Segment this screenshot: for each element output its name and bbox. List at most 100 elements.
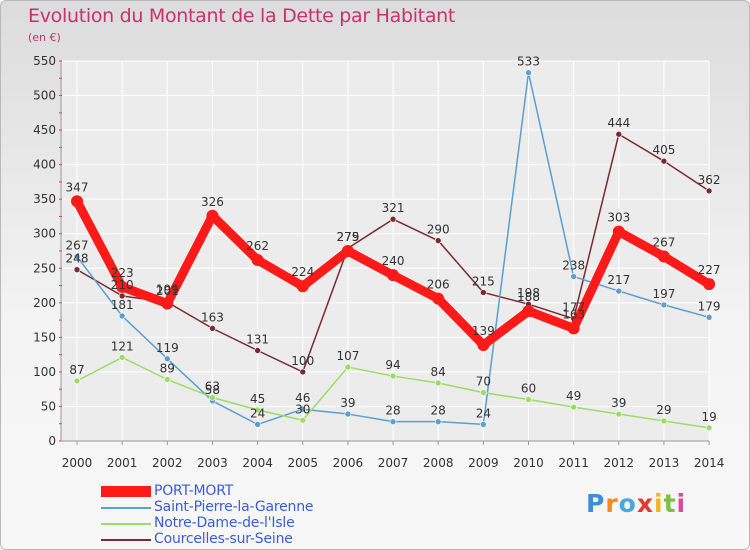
data-label: 45 <box>250 392 265 406</box>
data-point <box>299 405 307 413</box>
data-label: 49 <box>566 389 581 403</box>
logo-letter: x <box>636 489 654 518</box>
data-label: 28 <box>431 404 446 418</box>
x-tick-label: 2004 <box>242 456 273 470</box>
data-label: 121 <box>111 339 134 353</box>
data-label: 197 <box>652 287 675 301</box>
data-label: 405 <box>652 143 675 157</box>
logo-letter: P <box>586 489 606 518</box>
data-label: 181 <box>111 298 134 312</box>
data-label: 321 <box>382 201 405 215</box>
x-tick-label: 2001 <box>107 456 138 470</box>
data-label: 24 <box>250 406 265 420</box>
data-point <box>434 418 442 425</box>
data-label: 215 <box>472 274 495 288</box>
data-label: 119 <box>156 341 179 355</box>
data-point <box>480 289 487 296</box>
data-label: 238 <box>562 259 585 273</box>
data-label: 533 <box>517 55 540 69</box>
data-label: 267 <box>66 239 89 253</box>
data-label: 89 <box>160 362 175 376</box>
data-point <box>206 209 219 222</box>
y-tick-label: 0 <box>48 434 56 448</box>
data-label: 39 <box>340 396 355 410</box>
data-label: 70 <box>476 375 491 389</box>
data-point <box>164 376 171 383</box>
legend-swatch <box>101 507 151 509</box>
data-label: 94 <box>385 358 400 372</box>
data-point <box>705 187 713 195</box>
data-label: 248 <box>66 252 89 266</box>
data-point <box>73 266 81 273</box>
data-label: 84 <box>431 365 446 379</box>
legend-label: Courcelles-sur-Seine <box>154 531 293 547</box>
data-point <box>71 195 83 208</box>
data-label: 210 <box>111 278 134 292</box>
data-point <box>525 396 532 403</box>
data-label: 30 <box>295 402 310 416</box>
data-label: 223 <box>111 266 134 280</box>
data-label: 100 <box>291 354 314 368</box>
data-point <box>480 389 487 396</box>
data-point <box>615 410 623 418</box>
data-point <box>567 322 580 335</box>
logo-letter: i <box>654 489 664 518</box>
data-label: 206 <box>427 278 450 292</box>
data-point <box>657 250 670 263</box>
data-point <box>615 287 623 295</box>
data-point <box>480 421 487 428</box>
data-point <box>387 269 400 282</box>
data-label: 46 <box>295 391 310 405</box>
data-point <box>73 377 81 385</box>
data-label: 28 <box>385 404 400 418</box>
data-label: 262 <box>246 239 269 253</box>
x-tick-label: 2011 <box>558 456 589 470</box>
data-point <box>615 130 623 138</box>
y-tick-label: 450 <box>33 123 56 137</box>
data-label: 188 <box>517 290 540 304</box>
data-point <box>570 273 577 280</box>
data-point <box>209 325 216 332</box>
legend-label: Saint-Pierre-la-Garenne <box>154 499 314 515</box>
data-point <box>116 280 129 293</box>
y-tick-label: 200 <box>33 296 56 310</box>
x-tick-label: 2008 <box>423 456 454 470</box>
data-label: 224 <box>291 265 314 279</box>
data-point <box>525 69 532 77</box>
data-label: 279 <box>336 230 359 244</box>
data-label: 275 <box>336 230 359 244</box>
data-label: 326 <box>201 195 224 209</box>
x-tick-label: 2013 <box>649 456 680 470</box>
data-point <box>254 347 261 354</box>
unit-label: (en €) <box>28 31 61 44</box>
data-label: 217 <box>607 273 630 287</box>
x-tick-label: 2012 <box>604 456 635 470</box>
x-tick-label: 2003 <box>197 456 228 470</box>
data-point <box>434 379 442 387</box>
data-label: 227 <box>698 263 721 277</box>
data-label: 58 <box>205 383 220 397</box>
y-tick-label: 50 <box>41 399 56 413</box>
data-label: 60 <box>521 382 536 396</box>
y-tick-label: 100 <box>33 365 56 379</box>
data-point <box>254 406 261 414</box>
data-label: 131 <box>246 332 269 346</box>
data-label: 29 <box>656 403 671 417</box>
data-point <box>164 355 171 363</box>
y-tick-label: 350 <box>33 192 56 206</box>
data-point <box>254 421 261 428</box>
data-point <box>660 157 668 165</box>
x-tick-label: 2002 <box>152 456 183 470</box>
data-point <box>118 354 126 361</box>
x-tick-label: 2006 <box>333 456 364 470</box>
data-label: 444 <box>607 116 630 130</box>
data-label: 107 <box>336 349 359 363</box>
data-label: 198 <box>517 286 540 300</box>
data-point <box>434 237 442 244</box>
logo-letter: o <box>618 489 637 518</box>
x-tick-label: 2009 <box>468 456 499 470</box>
x-tick-label: 2014 <box>694 456 725 470</box>
data-label: 179 <box>698 299 721 313</box>
data-point <box>522 305 535 318</box>
